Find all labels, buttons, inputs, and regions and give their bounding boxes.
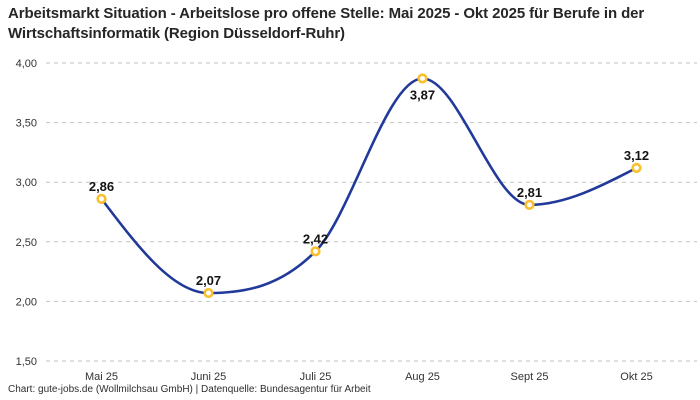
series-line: [100, 77, 638, 295]
data-point-marker[interactable]: [417, 73, 428, 84]
y-tick-label: 4,00: [16, 58, 37, 70]
y-tick-label: 1,50: [16, 356, 37, 368]
chart-attribution: Chart: gute-jobs.de (Wollmilchsau GmbH) …: [8, 384, 371, 395]
x-tick-label: Mai 25: [85, 371, 118, 383]
x-tick-label: Juni 25: [191, 371, 226, 383]
data-point-marker[interactable]: [96, 193, 107, 204]
data-point-label: 3,87: [410, 87, 435, 102]
data-point-marker[interactable]: [524, 199, 535, 210]
data-point-label: 2,42: [303, 231, 328, 246]
x-tick-label: Sept 25: [511, 371, 549, 383]
x-tick-label: Juli 25: [300, 371, 332, 383]
y-tick-label: 2,00: [16, 296, 37, 308]
data-point-label: 2,81: [517, 185, 542, 200]
data-point-marker[interactable]: [631, 162, 642, 173]
data-point-label: 2,07: [196, 273, 221, 288]
data-point-label: 2,86: [89, 179, 114, 194]
y-tick-label: 3,00: [16, 177, 37, 189]
y-tick-label: 2,50: [16, 237, 37, 249]
data-point-marker[interactable]: [310, 246, 321, 257]
chart-title: Arbeitsmarkt Situation - Arbeitslose pro…: [8, 5, 645, 42]
x-tick-label: Okt 25: [620, 371, 652, 383]
x-tick-label: Aug 25: [405, 371, 440, 383]
y-tick-label: 3,50: [16, 118, 37, 130]
data-point-label: 3,12: [624, 148, 649, 163]
data-point-marker[interactable]: [203, 287, 214, 299]
